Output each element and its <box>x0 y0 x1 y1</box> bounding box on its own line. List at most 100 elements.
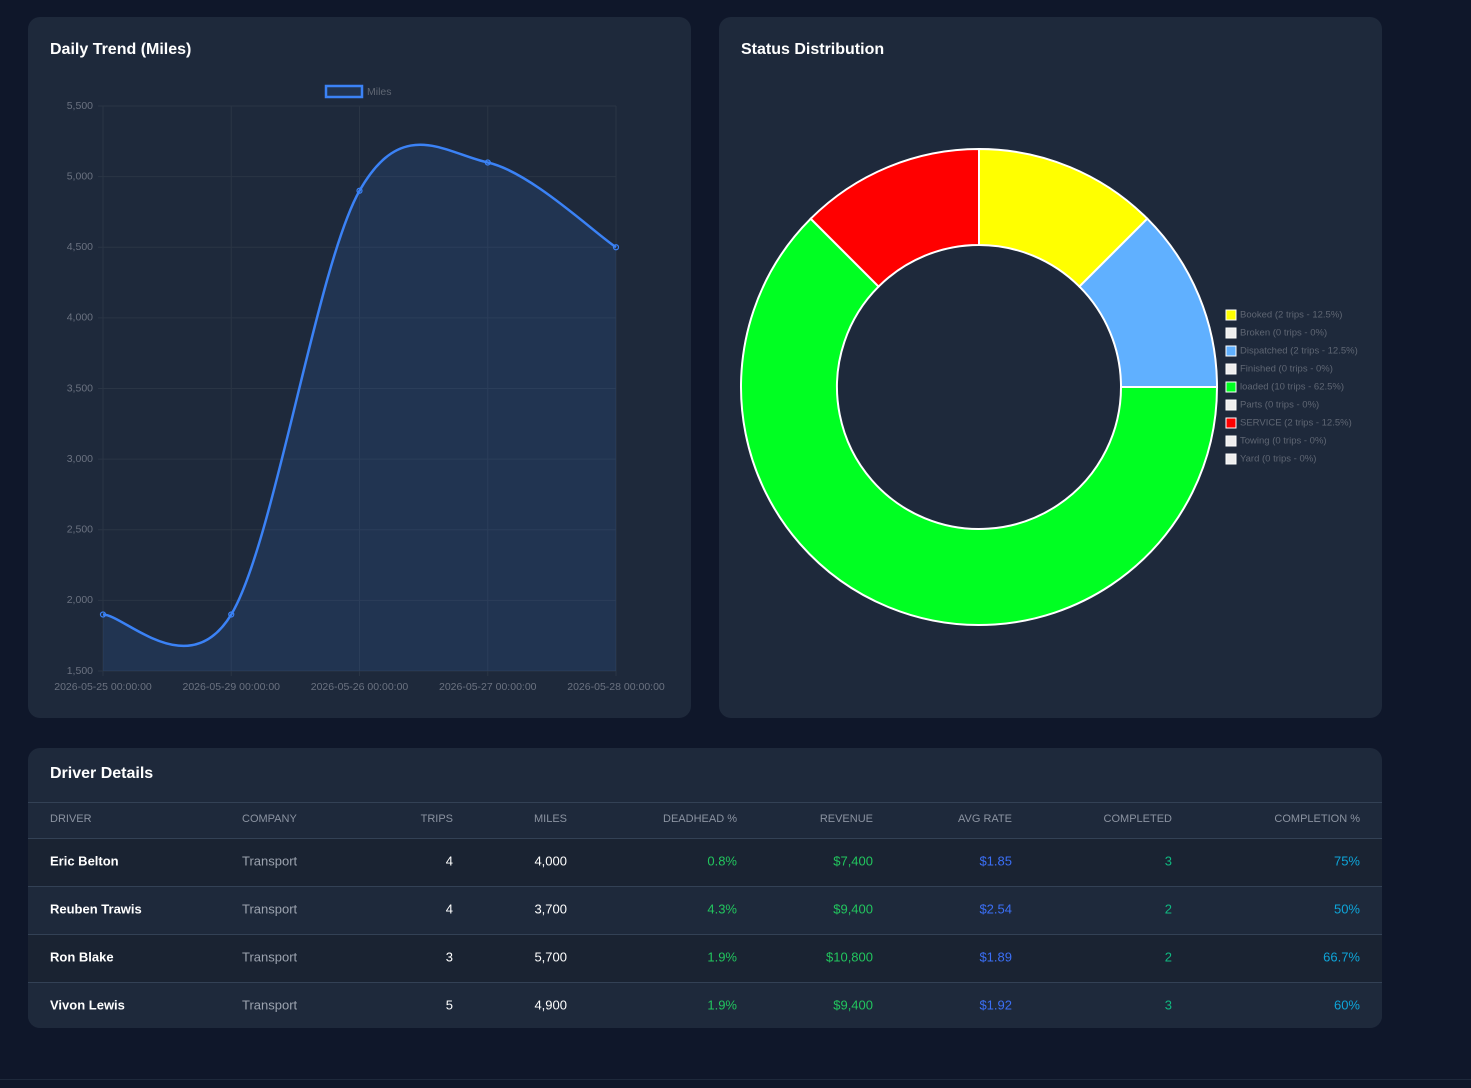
legend-swatch <box>1225 345 1237 357</box>
data-point <box>612 244 620 251</box>
table-cell: $9,400 <box>833 997 873 1013</box>
column-header: TRIPS <box>420 813 453 825</box>
table-cell: 1.9% <box>707 997 737 1013</box>
column-header: COMPLETION % <box>1274 813 1360 825</box>
legend-swatch <box>1225 363 1237 375</box>
table-cell: Vivon Lewis <box>50 997 125 1013</box>
y-tick-label: 3,500 <box>67 382 93 394</box>
table-cell: $2.54 <box>979 901 1012 917</box>
legend-swatch <box>1225 453 1237 465</box>
table-cell: Ron Blake <box>50 949 114 965</box>
legend-label: Yard (0 trips - 0%) <box>1240 454 1316 465</box>
table-cell: $1.85 <box>979 853 1012 869</box>
table-cell: 2 <box>1164 949 1172 965</box>
footer-line <box>0 1079 1471 1080</box>
table-row <box>28 886 1382 934</box>
data-point <box>228 611 235 618</box>
legend-swatch <box>1225 381 1237 393</box>
data-point <box>99 611 107 618</box>
header-divider <box>28 802 1382 839</box>
table-cell: 60% <box>1333 997 1360 1013</box>
legend-swatch <box>324 84 364 99</box>
table-cell: $7,400 <box>833 853 873 869</box>
doughnut-slice <box>740 217 1219 626</box>
legend-label: Parts (0 trips - 0%) <box>1240 400 1319 411</box>
area-fill <box>103 144 616 671</box>
column-header: COMPLETED <box>1103 813 1172 825</box>
table-cell: 1.9% <box>707 949 737 965</box>
column-header: COMPANY <box>242 813 297 825</box>
x-tick-label: 2026-05-28 00:00:00 <box>567 681 665 693</box>
data-point <box>356 187 363 194</box>
y-tick-label: 1,500 <box>67 665 93 677</box>
legend-label: Broken (0 trips - 0%) <box>1240 328 1327 339</box>
table-cell: 4.3% <box>707 901 737 917</box>
table-cell: 3 <box>445 949 453 965</box>
x-tick-label: 2026-05-26 00:00:00 <box>311 681 409 693</box>
table-cell: Transport <box>242 949 298 965</box>
legend-label: Booked (2 trips - 12.5%) <box>1240 310 1342 321</box>
legend-label: Towing (0 trips - 0%) <box>1240 436 1327 447</box>
table-cell: 4 <box>445 901 453 917</box>
table-cell: $9,400 <box>833 901 873 917</box>
table-cell: $10,800 <box>826 949 873 965</box>
table-cell: 50% <box>1333 901 1360 917</box>
legend-swatch <box>1225 309 1237 321</box>
table-cell: 3,700 <box>534 901 567 917</box>
table-cell: 2 <box>1164 901 1172 917</box>
table-cell: Transport <box>242 901 298 917</box>
table-cell: $1.92 <box>979 997 1012 1013</box>
table-cell: 3 <box>1164 853 1172 869</box>
charts-area: Daily Trend (Miles) Status Distribution … <box>28 17 1382 718</box>
doughnut-slice <box>809 147 980 289</box>
column-header: AVG RATE <box>958 813 1012 825</box>
table-row <box>28 934 1382 982</box>
table-cell: Transport <box>242 997 298 1013</box>
table-row <box>28 838 1382 886</box>
legend-label: Dispatched (2 trips - 12.5%) <box>1240 346 1358 357</box>
table-cell: 0.8% <box>707 853 737 869</box>
x-tick-label: 2026-05-27 00:00:00 <box>439 681 537 693</box>
column-header: DRIVER <box>50 813 92 825</box>
legend-label: SERVICE (2 trips - 12.5%) <box>1240 418 1352 429</box>
legend-label: Finished (0 trips - 0%) <box>1240 364 1333 375</box>
card-title: Daily Trend (Miles) <box>50 41 191 58</box>
table-card: Driver Details DRIVER COMPANY TRIPS MILES DE… <box>28 748 1382 1028</box>
y-tick-label: 5,500 <box>67 100 93 112</box>
y-tick-label: 4,000 <box>67 312 93 324</box>
y-tick-label: 2,500 <box>67 524 93 536</box>
legend-label: loaded (10 trips - 62.5%) <box>1240 382 1344 393</box>
table-cell: 4,900 <box>534 997 567 1013</box>
table-cell: 66.7% <box>1323 949 1360 965</box>
column-header: DEADHEAD % <box>663 813 737 825</box>
y-tick-label: 4,500 <box>67 241 93 253</box>
table-cell: 4,000 <box>534 853 567 869</box>
table-cell: 75% <box>1333 853 1360 869</box>
table-cell: 3 <box>1164 997 1172 1013</box>
table-row <box>28 982 1382 1028</box>
y-tick-label: 5,000 <box>67 170 93 182</box>
table-title: Driver Details <box>50 765 154 782</box>
table-cell: Reuben Trawis <box>50 901 142 917</box>
legend-swatch <box>1225 399 1237 411</box>
x-tick-label: 2026-05-25 00:00:00 <box>54 681 152 693</box>
y-tick-label: 2,000 <box>67 594 93 606</box>
legend-swatch <box>1225 417 1237 429</box>
line-series <box>102 143 617 648</box>
legend-swatch <box>1225 435 1237 447</box>
table-cell: 5,700 <box>534 949 567 965</box>
legend-swatch <box>1225 327 1237 339</box>
table-cell: Transport <box>242 853 298 869</box>
table-cell: 4 <box>445 853 453 869</box>
x-tick-label: 2026-05-29 00:00:00 <box>183 681 281 693</box>
data-point <box>484 159 491 166</box>
legend-label: Miles <box>367 86 392 98</box>
column-header: MILES <box>533 813 567 825</box>
y-tick-label: 3,000 <box>67 453 93 465</box>
card-title: Status Distribution <box>741 41 884 58</box>
table-cell: Eric Belton <box>50 853 119 869</box>
table-cell: $1.89 <box>979 949 1012 965</box>
column-header: REVENUE <box>819 813 873 825</box>
table-cell: 5 <box>445 997 453 1013</box>
